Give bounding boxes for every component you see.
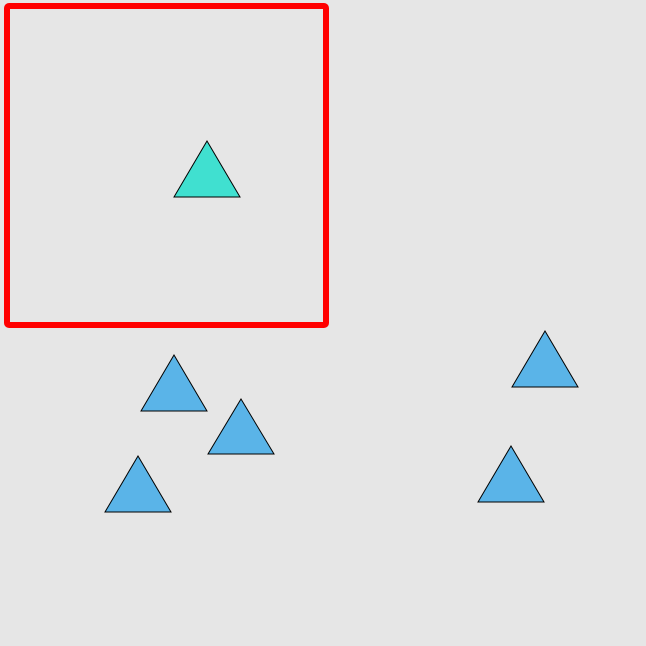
triangle-2 (207, 398, 275, 455)
highlighted-triangle (173, 140, 241, 198)
triangle-4 (511, 330, 579, 388)
triangle-3 (104, 455, 172, 513)
triangle-1 (140, 354, 208, 412)
selection-box (4, 3, 329, 328)
triangle-5 (477, 445, 545, 503)
